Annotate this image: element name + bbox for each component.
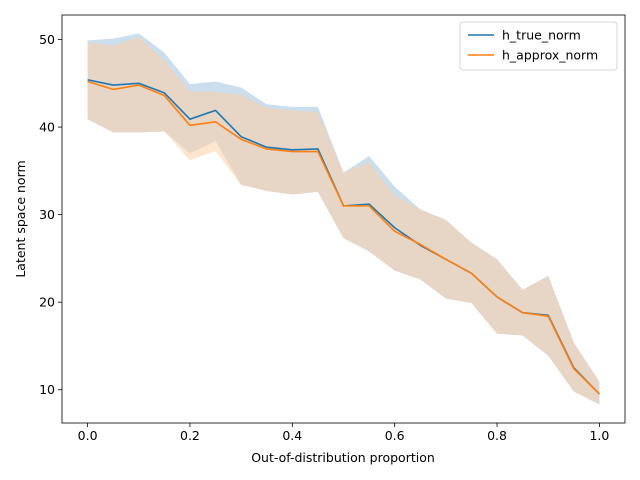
- data-point: [393, 230, 395, 232]
- x-tick-label: 0.6: [385, 428, 405, 443]
- data-point: [445, 258, 447, 260]
- legend-label-2: h_approx_norm: [502, 48, 598, 63]
- x-tick-label: 0.8: [487, 428, 507, 443]
- data-point: [266, 148, 268, 150]
- data-point: [240, 138, 242, 140]
- y-tick-label: 10: [39, 382, 55, 397]
- data-point: [317, 150, 319, 152]
- data-point: [163, 92, 165, 94]
- axes-frame: [61, 14, 626, 424]
- data-point: [214, 121, 216, 123]
- data-point: [240, 136, 242, 138]
- y-axis-label: Latent space norm: [13, 160, 28, 277]
- data-point: [368, 205, 370, 207]
- data-point: [573, 368, 575, 370]
- series-line-2: [87, 80, 600, 395]
- data-point: [419, 243, 421, 245]
- x-tick-label: 0.4: [282, 428, 302, 443]
- data-point: [214, 109, 216, 111]
- data-point: [317, 148, 319, 150]
- data-point: [598, 393, 600, 395]
- y-tick-label: 20: [39, 295, 55, 310]
- data-point: [189, 118, 191, 120]
- data-point: [547, 315, 549, 317]
- legend-box: [459, 21, 618, 71]
- data-point: [189, 124, 191, 126]
- data-point: [521, 311, 523, 313]
- data-point: [86, 80, 88, 82]
- x-tick-label: 0.2: [180, 428, 200, 443]
- x-tick-label: 1.0: [589, 428, 609, 443]
- legend: h_true_norm h_approx_norm: [459, 21, 618, 71]
- y-tick-label: 30: [39, 207, 55, 222]
- series-lines: [86, 79, 600, 395]
- y-tick-label: 50: [39, 32, 55, 47]
- confidence-band-2: [87, 36, 600, 405]
- data-point: [342, 205, 344, 207]
- data-point: [291, 150, 293, 152]
- data-point: [112, 88, 114, 90]
- confidence-bands: [87, 33, 600, 405]
- data-point: [393, 227, 395, 229]
- x-axis-label: Out-of-distribution proportion: [251, 450, 435, 465]
- y-axis-ticks: 10 20 30 40 50: [39, 32, 62, 397]
- data-point: [138, 84, 140, 86]
- legend-label-1: h_true_norm: [502, 28, 581, 43]
- x-tick-label: 0.0: [78, 428, 98, 443]
- y-tick-label: 40: [39, 120, 55, 135]
- data-point: [163, 94, 165, 96]
- x-axis-ticks: 0.0 0.2 0.4 0.6 0.8 1.0: [78, 423, 609, 443]
- data-point: [496, 296, 498, 298]
- data-point: [470, 272, 472, 274]
- data-point: [112, 84, 114, 86]
